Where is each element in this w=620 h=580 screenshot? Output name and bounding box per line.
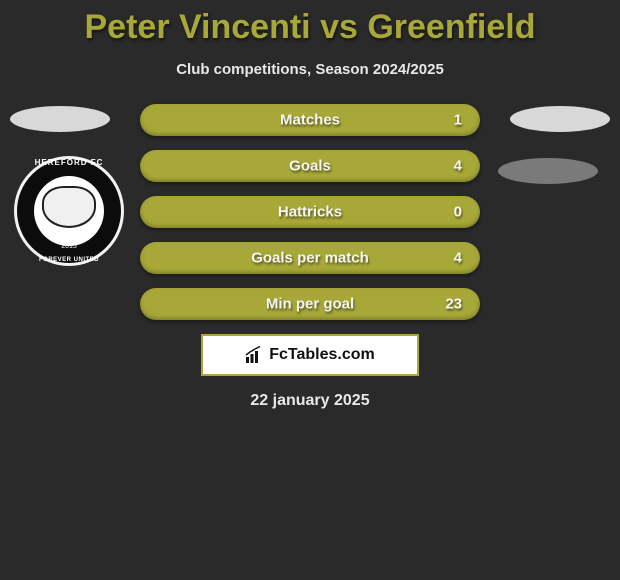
club-crest: HEREFORD FC 2015 FOREVER UNITED bbox=[14, 156, 124, 266]
stat-value: 4 bbox=[454, 250, 462, 267]
chart-icon bbox=[245, 346, 263, 364]
crest-year: 2015 bbox=[14, 243, 124, 250]
season-subtitle: Club competitions, Season 2024/2025 bbox=[0, 61, 620, 78]
page-title: Peter Vincenti vs Greenfield bbox=[0, 0, 620, 47]
stat-value: 0 bbox=[454, 204, 462, 221]
comparison-panel: HEREFORD FC 2015 FOREVER UNITED Matches … bbox=[0, 104, 620, 410]
player-right-placeholder bbox=[510, 106, 610, 132]
stat-bar-goals: Goals 4 bbox=[140, 150, 480, 182]
stat-label: Goals bbox=[140, 158, 480, 175]
brand-text: FcTables.com bbox=[269, 346, 375, 364]
stat-bar-min-per-goal: Min per goal 23 bbox=[140, 288, 480, 320]
crest-bottom-text: FOREVER UNITED bbox=[14, 257, 124, 263]
player-right-placeholder-2 bbox=[498, 158, 598, 184]
brand-logo-box[interactable]: FcTables.com bbox=[201, 334, 419, 376]
stat-label: Hattricks bbox=[140, 204, 480, 221]
stat-label: Matches bbox=[140, 112, 480, 129]
stat-value: 23 bbox=[445, 296, 462, 313]
crest-top-text: HEREFORD FC bbox=[14, 158, 124, 167]
stat-bar-matches: Matches 1 bbox=[140, 104, 480, 136]
stat-label: Min per goal bbox=[140, 296, 480, 313]
stat-bar-goals-per-match: Goals per match 4 bbox=[140, 242, 480, 274]
stat-label: Goals per match bbox=[140, 250, 480, 267]
stat-bars: Matches 1 Goals 4 Hattricks 0 Goals per … bbox=[140, 104, 480, 320]
stat-value: 1 bbox=[454, 112, 462, 129]
snapshot-date: 22 january 2025 bbox=[0, 392, 620, 410]
player-left-placeholder bbox=[10, 106, 110, 132]
crest-bull-icon bbox=[42, 186, 96, 228]
stat-bar-hattricks: Hattricks 0 bbox=[140, 196, 480, 228]
stat-value: 4 bbox=[454, 158, 462, 175]
